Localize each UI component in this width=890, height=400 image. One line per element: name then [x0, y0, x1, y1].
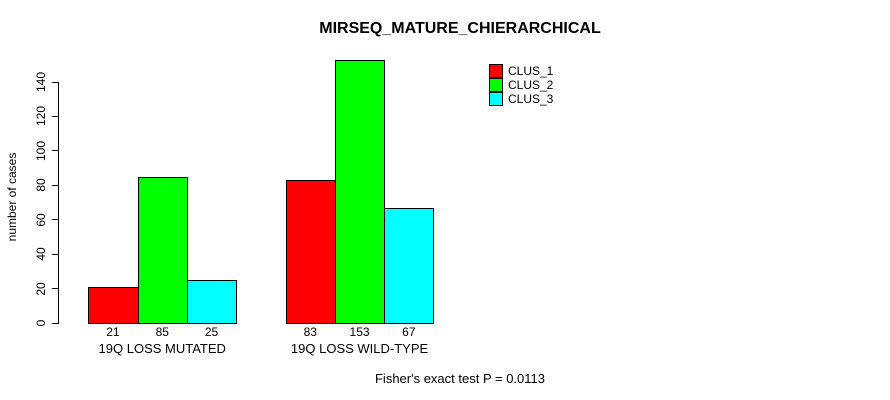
bar-value-label: 153 — [349, 325, 370, 339]
y-tick-mark — [52, 219, 58, 221]
bar-value-label: 67 — [402, 325, 416, 339]
y-tick-mark — [52, 184, 58, 186]
legend-item: CLUS_3 — [489, 92, 553, 106]
annotation-text: Fisher's exact test P = 0.0113 — [374, 371, 546, 386]
legend-swatch-clus_3 — [489, 92, 503, 106]
bar-value-label: 85 — [155, 325, 169, 339]
y-tick-label: 0 — [34, 319, 48, 327]
bar-value-label: 25 — [204, 325, 219, 339]
bar-value-label: 21 — [106, 325, 120, 339]
y-tick-label: 20 — [34, 281, 48, 296]
bar-clus_3-group1 — [186, 279, 238, 324]
legend-label: CLUS_3 — [508, 92, 554, 106]
y-tick-label: 140 — [34, 71, 48, 93]
y-axis-line — [58, 82, 59, 324]
y-tick-mark — [52, 253, 58, 255]
legend-label: CLUS_2 — [508, 78, 554, 92]
legend-swatch-clus_1 — [489, 64, 503, 78]
y-tick-label: 60 — [34, 213, 48, 227]
bar-clus_1-group2 — [285, 180, 336, 324]
y-tick-mark — [52, 288, 58, 290]
x-axis-group-label: 19Q LOSS MUTATED — [98, 341, 226, 356]
y-tick-label: 100 — [34, 140, 48, 161]
bar-clus_1-group1 — [88, 286, 139, 324]
y-tick-label: 40 — [34, 247, 48, 261]
legend: CLUS_1 CLUS_2 CLUS_3 — [489, 64, 553, 106]
legend-item: CLUS_1 — [489, 64, 553, 78]
y-tick-mark — [52, 81, 58, 83]
y-tick-label: 80 — [34, 178, 48, 192]
legend-swatch-clus_2 — [489, 78, 503, 92]
y-tick-mark — [52, 322, 58, 324]
y-tick-label: 120 — [34, 106, 48, 127]
legend-item: CLUS_2 — [489, 78, 553, 92]
legend-label: CLUS_1 — [508, 64, 554, 78]
bar-clus_2-group1 — [137, 176, 188, 324]
bar-clus_3-group2 — [384, 207, 435, 324]
bar-value-label: 83 — [303, 325, 317, 339]
y-tick-mark — [52, 150, 58, 152]
y-tick-mark — [52, 115, 58, 117]
chart-title: MIRSEQ_MATURE_CHIERARCHICAL — [319, 20, 601, 37]
bar-clus_2-group2 — [334, 59, 386, 324]
x-axis-group-label: 19Q LOSS WILD-TYPE — [290, 341, 429, 356]
y-axis-title: number of cases — [5, 152, 19, 242]
